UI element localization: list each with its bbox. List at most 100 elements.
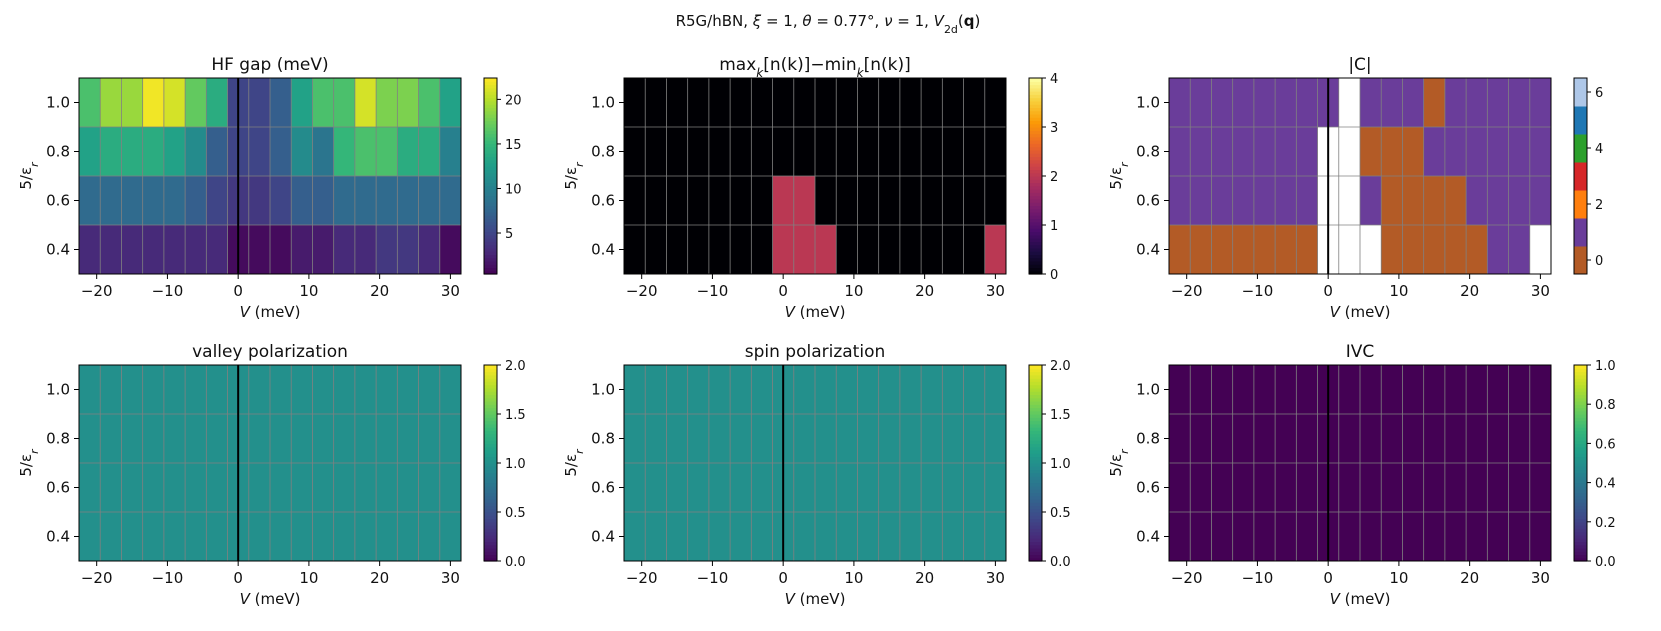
heatmap-cell	[1211, 78, 1233, 127]
heatmap-cell	[142, 365, 164, 414]
heatmap-cell	[312, 365, 334, 414]
colorbar-segment	[1574, 404, 1587, 409]
colorbar-segment	[1029, 365, 1042, 369]
heatmap-cell	[730, 463, 752, 512]
heatmap-cell	[1296, 225, 1318, 274]
colorbar-segment	[1029, 427, 1042, 431]
colorbar-segment	[1574, 374, 1587, 379]
heatmap-cell	[815, 225, 837, 274]
y-axis-label: 5/εr	[17, 161, 41, 190]
heatmap-cell	[333, 78, 355, 127]
colorbar-segment	[1029, 459, 1042, 464]
colorbar-segment	[1029, 182, 1042, 187]
heatmap-cell	[291, 463, 313, 512]
colorbar-segment	[1029, 485, 1042, 490]
colorbar-segment	[1574, 472, 1587, 477]
colorbar-segment	[1574, 190, 1587, 219]
y-tick-label: 0.6	[1136, 192, 1160, 210]
colorbar-segment	[484, 205, 497, 210]
y-axis-label: 5/εr	[1107, 161, 1131, 190]
colorbar-segment	[484, 541, 497, 546]
heatmap-cell	[984, 127, 1006, 176]
colorbar-tick-label: 4	[1050, 72, 1058, 87]
heatmap-cell	[397, 225, 419, 274]
heatmap-cell	[836, 365, 858, 414]
x-tick-label: 0	[1323, 282, 1333, 300]
colorbar-segment	[484, 423, 497, 428]
heatmap-cell	[942, 176, 964, 225]
colorbar-segment	[484, 78, 497, 82]
heatmap-cell	[248, 225, 270, 274]
x-axis-label: V (meV)	[240, 303, 301, 321]
colorbar-segment	[1574, 368, 1587, 373]
heatmap-cell	[1487, 512, 1509, 561]
colorbar-segment	[484, 420, 497, 425]
heatmap-cell	[1423, 414, 1445, 463]
colorbar-segment	[484, 436, 497, 441]
x-axis-label: V (meV)	[785, 590, 846, 608]
x-tick-label: −10	[1242, 569, 1274, 587]
colorbar-segment	[484, 400, 497, 405]
colorbar-tick-label: 0.6	[1595, 437, 1616, 452]
heatmap-cell	[1529, 127, 1551, 176]
x-tick-label: 10	[299, 282, 318, 300]
heatmap-cell	[942, 463, 964, 512]
heatmap-cell	[354, 176, 377, 225]
colorbar-segment	[484, 397, 497, 402]
heatmap-cell	[1508, 176, 1530, 225]
colorbar-segment	[1029, 397, 1042, 402]
heatmap-cell	[270, 414, 292, 463]
colorbar-tick-label: 0.5	[1050, 506, 1071, 521]
heatmap-cell	[1232, 512, 1254, 561]
heatmap-cell	[1190, 225, 1212, 274]
colorbar-segment	[1574, 407, 1587, 412]
y-tick-label: 0.4	[1136, 528, 1160, 546]
colorbar-segment	[484, 387, 497, 392]
colorbar-segment	[1029, 195, 1042, 200]
heatmap-cell	[79, 225, 101, 274]
colorbar: 0 2 4 6	[1573, 77, 1603, 275]
heatmap-cell	[397, 78, 419, 127]
heatmap-cell	[1253, 463, 1276, 512]
colorbar: 0 1 2 3 4	[1028, 72, 1058, 283]
heatmap-cell	[878, 365, 900, 414]
colorbar-segment	[1029, 110, 1042, 115]
heatmap-cell	[1402, 365, 1424, 414]
heatmap-cell	[1211, 225, 1233, 274]
heatmap-cell	[270, 127, 292, 176]
heatmap-cell	[79, 365, 101, 414]
panel-title: maxk[n(k)]−mink[n(k)]	[719, 55, 911, 80]
axes-frame	[1168, 364, 1552, 562]
colorbar-segment	[484, 446, 497, 451]
colorbar-segment	[1029, 244, 1042, 249]
colorbar-segment	[484, 365, 497, 369]
heatmap-cell	[793, 127, 815, 176]
heatmap-cell	[100, 414, 122, 463]
heatmap-cell	[1381, 127, 1403, 176]
heatmap-cell	[921, 463, 943, 512]
colorbar-segment	[484, 443, 497, 448]
colorbar-segment	[484, 185, 497, 190]
colorbar-segment	[1029, 541, 1042, 546]
colorbar-segment	[484, 410, 497, 415]
colorbar-segment	[1574, 512, 1587, 516]
colorbar-segment	[484, 179, 497, 184]
heatmap-cell	[815, 463, 837, 512]
colorbar-segment	[1574, 525, 1587, 529]
y-tick-label: 0.6	[1136, 479, 1160, 497]
colorbar-segment	[1574, 498, 1587, 503]
heatmap-cell	[836, 78, 858, 127]
colorbar-segment	[1029, 189, 1042, 193]
heatmap-cell	[624, 414, 646, 463]
colorbar-segment	[1029, 192, 1042, 197]
heatmap-cell	[1338, 127, 1360, 176]
colorbar-tick-label: 2.0	[1050, 359, 1071, 374]
x-tick-label: −20	[1171, 282, 1203, 300]
heatmap-cell	[645, 365, 667, 414]
heatmap-cell	[376, 365, 398, 414]
colorbar-segment	[1029, 512, 1042, 516]
heatmap-cell	[248, 414, 270, 463]
heatmap-cell	[645, 414, 667, 463]
heatmap-cell	[1232, 225, 1254, 274]
heatmap-cell	[1338, 365, 1360, 414]
